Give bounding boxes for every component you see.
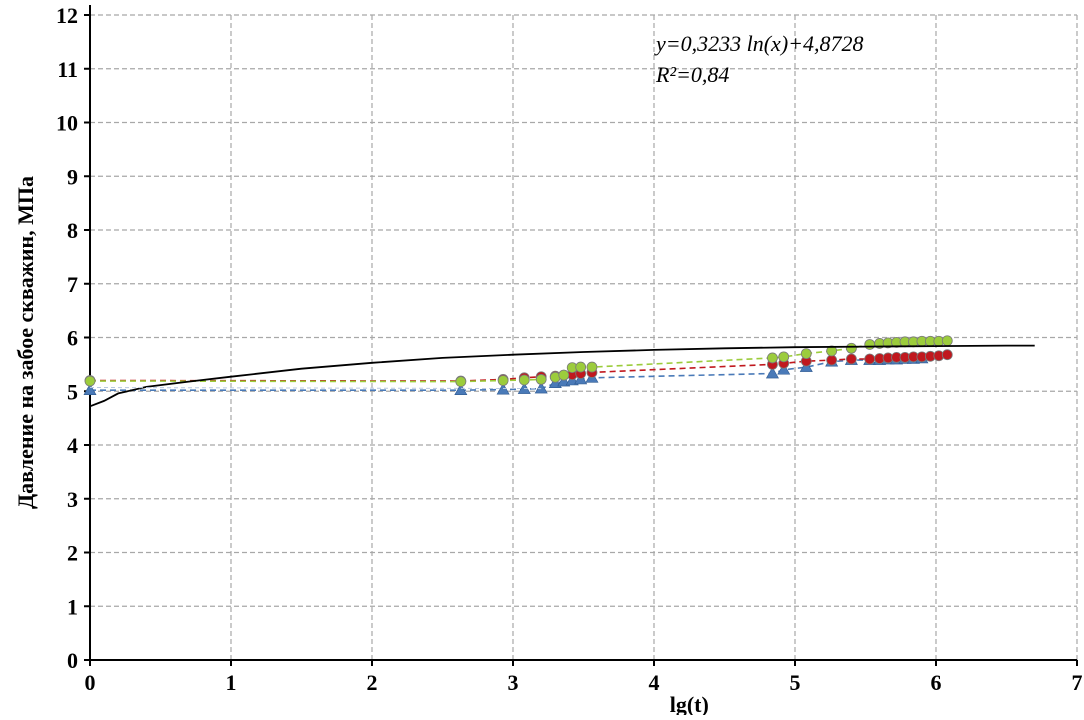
y-tick-label: 8 xyxy=(67,218,78,243)
series-line xyxy=(89,353,948,382)
data-point xyxy=(941,335,953,347)
data-point xyxy=(864,353,876,365)
data-point xyxy=(454,383,468,395)
series-line xyxy=(89,387,542,390)
data-point xyxy=(84,375,96,387)
data-point xyxy=(778,351,790,363)
data-point xyxy=(941,349,953,361)
data-point xyxy=(455,376,467,387)
x-axis-title: lg(t) xyxy=(670,692,709,715)
y-tick-label: 9 xyxy=(67,164,78,189)
data-point xyxy=(826,345,838,357)
x-tick-label: 3 xyxy=(508,670,519,695)
data-point xyxy=(800,348,812,360)
data-point xyxy=(826,354,838,366)
x-tick-label: 2 xyxy=(367,670,378,695)
data-point xyxy=(575,361,587,373)
x-tick-label: 5 xyxy=(790,670,801,695)
y-tick-label: 12 xyxy=(56,3,78,28)
x-tick-label: 6 xyxy=(931,670,942,695)
series-4 xyxy=(89,387,542,390)
y-tick-label: 1 xyxy=(67,594,78,619)
series-line xyxy=(90,357,922,391)
data-point xyxy=(497,375,509,386)
axes xyxy=(84,5,1078,666)
data-point xyxy=(846,342,857,354)
y-tick-label: 11 xyxy=(57,57,78,82)
data-point xyxy=(557,374,571,387)
data-point xyxy=(777,363,791,375)
y-tick-label: 6 xyxy=(67,326,78,351)
y-tick-label: 4 xyxy=(67,433,78,458)
data-point xyxy=(518,374,530,386)
x-tick-label: 0 xyxy=(85,670,96,695)
data-point xyxy=(535,374,547,385)
data-point xyxy=(586,361,598,373)
y-tick-label: 5 xyxy=(67,379,78,404)
y-tick-label: 7 xyxy=(67,272,78,297)
data-point xyxy=(83,383,97,395)
y-tick-label: 2 xyxy=(67,541,78,566)
data-point xyxy=(558,369,570,381)
data-point xyxy=(767,352,778,364)
y-tick-label: 10 xyxy=(56,111,78,136)
data-point xyxy=(864,339,876,350)
y-tick-label: 0 xyxy=(67,648,78,673)
data-point xyxy=(765,366,779,379)
x-tick-label: 1 xyxy=(226,670,237,695)
y-axis-title: Давление на забое скважин, МПа xyxy=(13,176,38,509)
x-tick-label: 4 xyxy=(649,670,660,695)
trendline-equation: y=0,3233 ln(x)+4,8728 xyxy=(654,31,864,56)
data-point xyxy=(534,381,548,394)
y-tick-label: 3 xyxy=(67,487,78,512)
data-point xyxy=(846,353,857,365)
series-2 xyxy=(84,335,953,387)
x-tick-label: 7 xyxy=(1072,670,1083,695)
grid xyxy=(90,14,1078,660)
trendline-r2: R²=0,84 xyxy=(655,62,729,87)
series xyxy=(83,335,1035,408)
